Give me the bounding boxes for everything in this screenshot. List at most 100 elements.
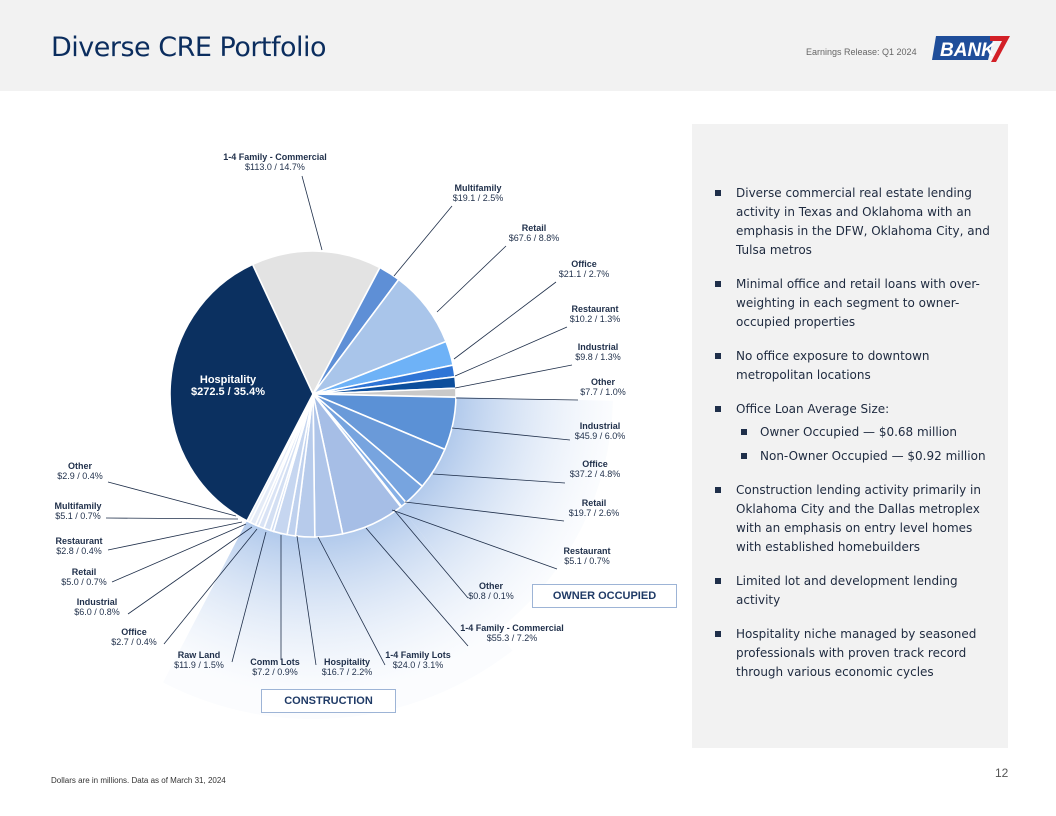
slice-value: $2.9 / 0.4% <box>57 471 103 481</box>
leader-line <box>391 509 558 570</box>
bank7-logo: BANK <box>932 36 1010 62</box>
slice-name: Retail <box>72 567 97 577</box>
slice-value: $7.7 / 1.0% <box>580 387 626 397</box>
slice-label-office: Office $2.7 / 0.4% <box>111 627 157 647</box>
leader-line <box>163 528 258 645</box>
slice-label-comm-lots: Comm Lots $7.2 / 0.9% <box>250 657 300 677</box>
sub-bullet-item: Non-Owner Occupied — $0.92 million <box>741 447 991 466</box>
slice-label-multifamily: Multifamily $5.1 / 0.7% <box>54 501 101 521</box>
slice-value: $5.1 / 0.7% <box>55 511 101 521</box>
leader-line <box>436 245 507 313</box>
slice-name: Industrial <box>578 342 619 352</box>
sub-bullet-list: Owner Occupied — $0.68 million Non-Owner… <box>736 423 991 466</box>
leader-line <box>454 326 568 377</box>
slice-label-1-4-family-commercial: 1-4 Family - Commercial $55.3 / 7.2% <box>460 623 564 643</box>
slice-label-1-4-family-lots: 1-4 Family Lots $24.0 / 3.1% <box>385 650 451 670</box>
slice-name: 1-4 Family - Commercial <box>460 623 564 633</box>
slice-label-restaurant: Restaurant $2.8 / 0.4% <box>55 536 102 556</box>
slice-value: $272.5 / 35.4% <box>191 386 265 398</box>
leader-line <box>111 523 247 583</box>
slice-name: Office <box>121 627 147 637</box>
bullet-item-office-loan-size: Office Loan Average Size: Owner Occupied… <box>715 400 991 466</box>
bullet-item: Minimal office and retail loans with ove… <box>715 275 991 332</box>
slice-label-industrial: Industrial $6.0 / 0.8% <box>74 597 120 617</box>
leader-line <box>393 509 469 599</box>
earnings-release-label: Earnings Release: Q1 2024 <box>806 47 917 57</box>
bullet-item: No office exposure to downtown metropoli… <box>715 347 991 385</box>
leader-line <box>404 501 565 522</box>
leader-line <box>107 521 243 551</box>
leader-line <box>365 527 469 647</box>
page-title: Diverse CRE Portfolio <box>51 32 327 63</box>
slice-label-multifamily: Multifamily $19.1 / 2.5% <box>453 183 504 203</box>
footnote: Dollars are in millions. Data as of Marc… <box>51 776 226 785</box>
slice-value: $16.7 / 2.2% <box>322 667 373 677</box>
slice-value: $21.1 / 2.7% <box>559 269 610 279</box>
owner-occupied-box: OWNER OCCUPIED <box>532 584 677 608</box>
bullet-item: Limited lot and development lending acti… <box>715 572 991 610</box>
leader-line <box>231 531 267 663</box>
slice-name: Raw Land <box>178 650 221 660</box>
slice-name: Retail <box>582 498 607 508</box>
slice-label-retail: Retail $5.0 / 0.7% <box>61 567 107 587</box>
slice-value: $11.9 / 1.5% <box>174 660 224 670</box>
slice-name: Office <box>582 459 608 469</box>
slice-name: 1-4 Family - Commercial <box>223 152 327 162</box>
slice-name: 1-4 Family Lots <box>385 650 451 660</box>
leader-line <box>432 473 566 484</box>
leader-line <box>453 281 557 360</box>
slice-value: $0.8 / 0.1% <box>468 591 514 601</box>
slice-value: $7.2 / 0.9% <box>252 667 298 677</box>
slice-value: $45.9 / 6.0% <box>575 431 626 441</box>
slice-value: $37.2 / 4.8% <box>570 469 621 479</box>
slice-name: Other <box>68 461 93 471</box>
slice-label-other: Other $2.9 / 0.4% <box>57 461 103 481</box>
slice-name: Office <box>571 259 597 269</box>
slice-name: Retail <box>522 223 547 233</box>
pie-slice-hospitality <box>169 263 314 522</box>
slice-label-industrial: Industrial $9.8 / 1.3% <box>575 342 621 362</box>
pie-slice-1-4-family-commercial <box>251 250 381 396</box>
slice-value: $113.0 / 14.7% <box>245 162 305 172</box>
slice-name: Industrial <box>77 597 118 607</box>
slice-label-hospitality: Hospitality $272.5 / 35.4% <box>191 374 265 398</box>
slice-label-industrial: Industrial $45.9 / 6.0% <box>575 421 626 441</box>
slice-label-1-4-family-commercial: 1-4 Family - Commercial $113.0 / 14.7% <box>223 152 327 172</box>
bullet-item: Diverse commercial real estate lending a… <box>715 184 991 260</box>
slice-label-other: Other $0.8 / 0.1% <box>468 581 514 601</box>
slice-value: $2.7 / 0.4% <box>111 637 157 647</box>
leader-line <box>296 535 317 666</box>
leader-line <box>393 205 453 277</box>
sub-bullet-item: Owner Occupied — $0.68 million <box>741 423 991 442</box>
bullet-text: Office Loan Average Size: <box>736 402 890 416</box>
svg-text:BANK: BANK <box>940 40 996 61</box>
slice-label-office: Office $21.1 / 2.7% <box>559 259 610 279</box>
slice-value: $19.7 / 2.6% <box>569 508 620 518</box>
leader-line <box>105 517 239 520</box>
slice-value: $67.6 / 8.8% <box>509 233 560 243</box>
slice-label-office: Office $37.2 / 4.8% <box>570 459 621 479</box>
leader-line <box>107 481 237 517</box>
slice-label-restaurant: Restaurant $5.1 / 0.7% <box>563 546 610 566</box>
slice-name: Restaurant <box>55 536 102 546</box>
slice-value: $2.8 / 0.4% <box>56 546 102 556</box>
summary-panel <box>692 124 1008 748</box>
slice-label-hospitality: Hospitality $16.7 / 2.2% <box>322 657 373 677</box>
slice-name: Industrial <box>580 421 621 431</box>
bullet-item: Hospitality niche managed by seasoned pr… <box>715 625 991 682</box>
leader-line <box>301 175 323 251</box>
slice-name: Hospitality <box>200 374 257 386</box>
slice-value: $6.0 / 0.8% <box>74 607 120 617</box>
slice-name: Multifamily <box>454 183 501 193</box>
summary-bullet-list: Diverse commercial real estate lending a… <box>715 184 991 697</box>
slice-name: Comm Lots <box>250 657 300 667</box>
slice-value: $55.3 / 7.2% <box>487 633 538 643</box>
slice-value: $5.1 / 0.7% <box>564 556 610 566</box>
slice-value: $10.2 / 1.3% <box>570 314 621 324</box>
slice-name: Restaurant <box>563 546 610 556</box>
header-bar <box>0 0 1056 91</box>
cre-portfolio-pie-chart: 1-4 Family - Commercial $113.0 / 14.7%Mul… <box>54 152 626 720</box>
bullet-item: Construction lending activity primarily … <box>715 481 991 557</box>
slice-name: Multifamily <box>54 501 101 511</box>
slice-label-retail: Retail $19.7 / 2.6% <box>569 498 620 518</box>
